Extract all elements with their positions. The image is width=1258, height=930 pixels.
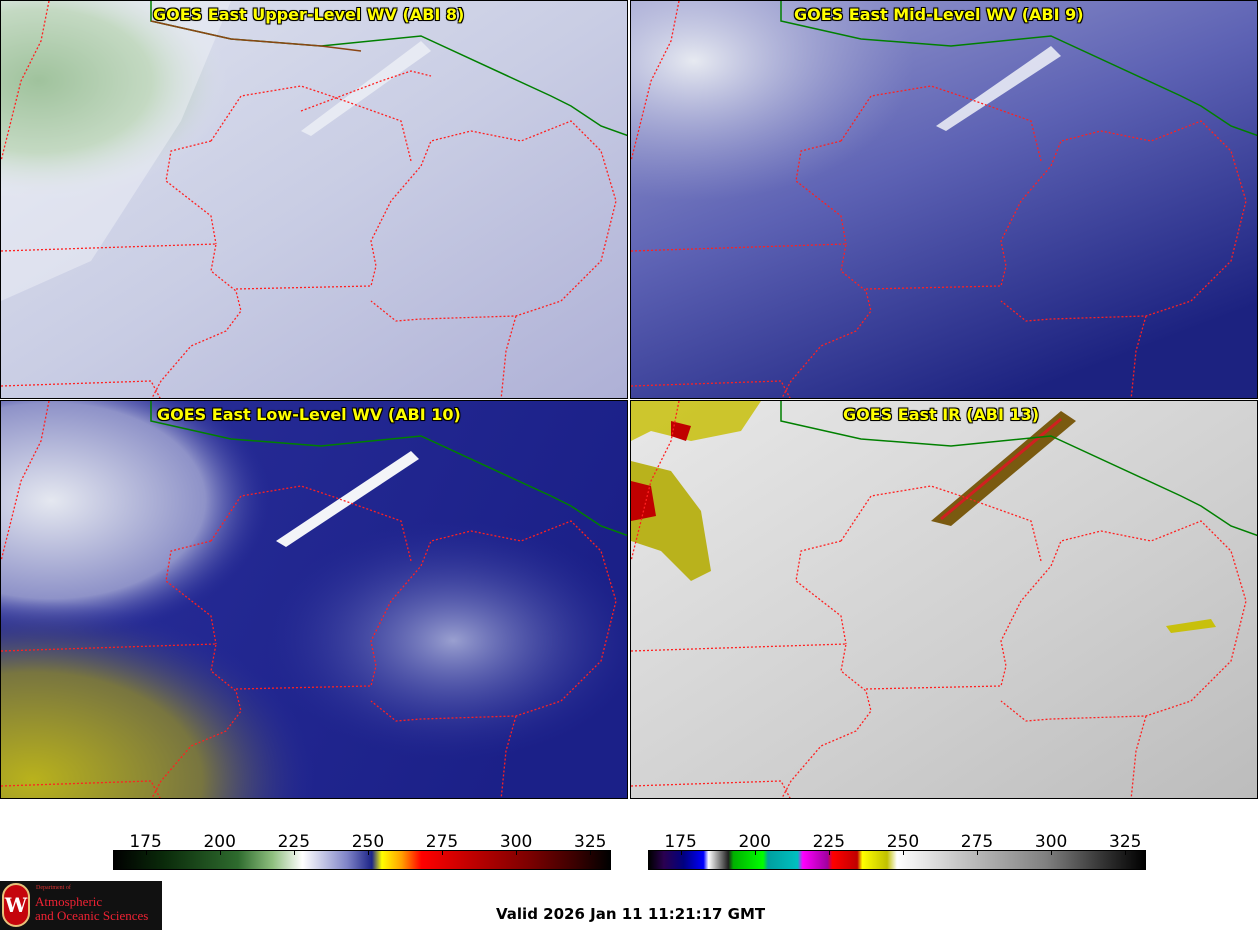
colorbar-tick-mark: [367, 850, 369, 855]
colorbar-tick-label: 300: [499, 832, 533, 852]
colorbar-tick-label: 175: [664, 832, 697, 852]
colorbar-tick-mark: [828, 850, 830, 855]
upper-level-wv-image: [1, 1, 627, 398]
colorbar-tick-mark: [977, 850, 979, 855]
colorbar-tick-label: 325: [574, 832, 607, 852]
logo-line-1: Atmospheric: [35, 894, 103, 909]
colorbar-tick-label: 250: [351, 832, 385, 852]
panel-ir: GOES East IR (ABI 13): [630, 400, 1258, 799]
panel-upper-level-wv: GOES East Upper-Level WV (ABI 8): [0, 0, 628, 399]
uw-seal-icon: W: [2, 883, 30, 927]
colorbar-tick-mark: [516, 850, 518, 855]
colorbar-tick-mark: [442, 850, 444, 855]
colorbar-tick-label: 225: [812, 832, 846, 852]
colorbar-tick-mark: [902, 850, 904, 855]
panel-title: GOES East Low-Level WV (ABI 10): [157, 405, 461, 424]
colorbar-tick-mark: [1051, 850, 1053, 855]
colorbar-tick-mark: [680, 850, 682, 855]
ir-colorbar: 175 200 225 250 275 300 325: [648, 832, 1146, 870]
logo-line-2: and Oceanic Sciences: [35, 908, 149, 923]
colorbar-tick-mark: [145, 850, 147, 855]
colorbar-tick-label: 175: [129, 832, 162, 852]
panel-low-level-wv: GOES East Low-Level WV (ABI 10): [0, 400, 628, 799]
colorbar-tick-mark: [293, 850, 295, 855]
colorbar-tick-mark: [754, 850, 756, 855]
panel-title: GOES East IR (ABI 13): [843, 405, 1040, 424]
wv-colorbar: 175 200 225 250 275 300 325: [113, 832, 611, 870]
panel-title: GOES East Mid-Level WV (ABI 9): [794, 5, 1084, 24]
mid-level-wv-image: [631, 1, 1257, 398]
colorbar-tick-label: 200: [203, 832, 236, 852]
panel-mid-level-wv: GOES East Mid-Level WV (ABI 9): [630, 0, 1258, 399]
low-level-wv-image: [1, 401, 627, 798]
colorbar-tick-label: 250: [886, 832, 920, 852]
colorbar-tick-label: 300: [1034, 832, 1068, 852]
colorbar-tick-label: 200: [738, 832, 771, 852]
colorbar-tick-label: 275: [960, 832, 994, 852]
colorbar-tick-mark: [219, 850, 221, 855]
colorbar-tick-label: 325: [1109, 832, 1142, 852]
valid-time: Valid 2026 Jan 11 11:21:17 GMT: [496, 905, 766, 923]
aos-logo[interactable]: W Department of Atmospheric and Oceanic …: [0, 881, 162, 930]
panel-title: GOES East Upper-Level WV (ABI 8): [153, 5, 465, 24]
wv-colorbar-gradient: [113, 850, 611, 870]
colorbar-tick-mark: [1125, 850, 1127, 855]
ir-colorbar-gradient: [648, 850, 1146, 870]
colorbar-tick-label: 225: [277, 832, 311, 852]
logo-small-text: Department of: [36, 885, 71, 891]
colorbar-tick-label: 275: [425, 832, 459, 852]
colorbar-tick-mark: [590, 850, 592, 855]
ir-image: [631, 401, 1257, 798]
